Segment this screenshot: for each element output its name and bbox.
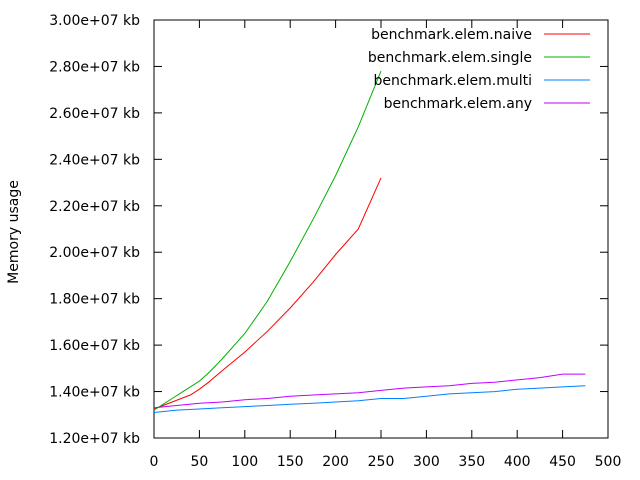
x-tick-label: 400 bbox=[504, 454, 531, 470]
x-tick-label: 100 bbox=[231, 454, 258, 470]
y-tick-label: 2.80e+07 kb bbox=[49, 59, 140, 75]
legend-label: benchmark.elem.naive bbox=[371, 27, 532, 43]
x-tick-label: 0 bbox=[150, 454, 159, 470]
x-tick-label: 200 bbox=[322, 454, 349, 470]
y-tick-label: 2.60e+07 kb bbox=[49, 106, 140, 122]
series-lines bbox=[153, 70, 586, 413]
series-line-benchmark-elem-single bbox=[153, 70, 382, 411]
x-tick-label: 500 bbox=[595, 454, 622, 470]
y-tick-label: 3.00e+07 kb bbox=[49, 13, 140, 29]
x-tick-label: 350 bbox=[458, 454, 485, 470]
y-tick-label: 1.80e+07 kb bbox=[49, 292, 140, 308]
legend-label: benchmark.elem.any bbox=[384, 96, 532, 112]
x-tick-label: 50 bbox=[190, 454, 208, 470]
x-tick-label: 300 bbox=[413, 454, 440, 470]
series-line-benchmark-elem-multi bbox=[153, 385, 586, 413]
legend-label: benchmark.elem.multi bbox=[374, 73, 532, 89]
y-tick-label: 2.20e+07 kb bbox=[49, 199, 140, 215]
legend: benchmark.elem.naive benchmark.elem.singl… bbox=[368, 27, 590, 112]
y-tick-label: 1.60e+07 kb bbox=[49, 338, 140, 354]
y-tick-label: 1.40e+07 kb bbox=[49, 385, 140, 401]
axis-ticks: 1.20e+07 kb 1.40e+07 kb 1.60e+07 kb 1.80e+0… bbox=[49, 13, 621, 470]
x-tick-label: 250 bbox=[368, 454, 395, 470]
series-line-benchmark-elem-naive bbox=[153, 177, 382, 410]
x-tick-label: 450 bbox=[549, 454, 576, 470]
y-tick-label: 2.00e+07 kb bbox=[49, 245, 140, 261]
series-line-benchmark-elem-any bbox=[153, 373, 586, 409]
y-tick-label: 2.40e+07 kb bbox=[49, 152, 140, 168]
legend-label: benchmark.elem.single bbox=[368, 50, 532, 66]
y-tick-label: 1.20e+07 kb bbox=[49, 431, 140, 447]
x-tick-label: 150 bbox=[277, 454, 304, 470]
y-axis-label: Memory usage bbox=[6, 180, 22, 284]
